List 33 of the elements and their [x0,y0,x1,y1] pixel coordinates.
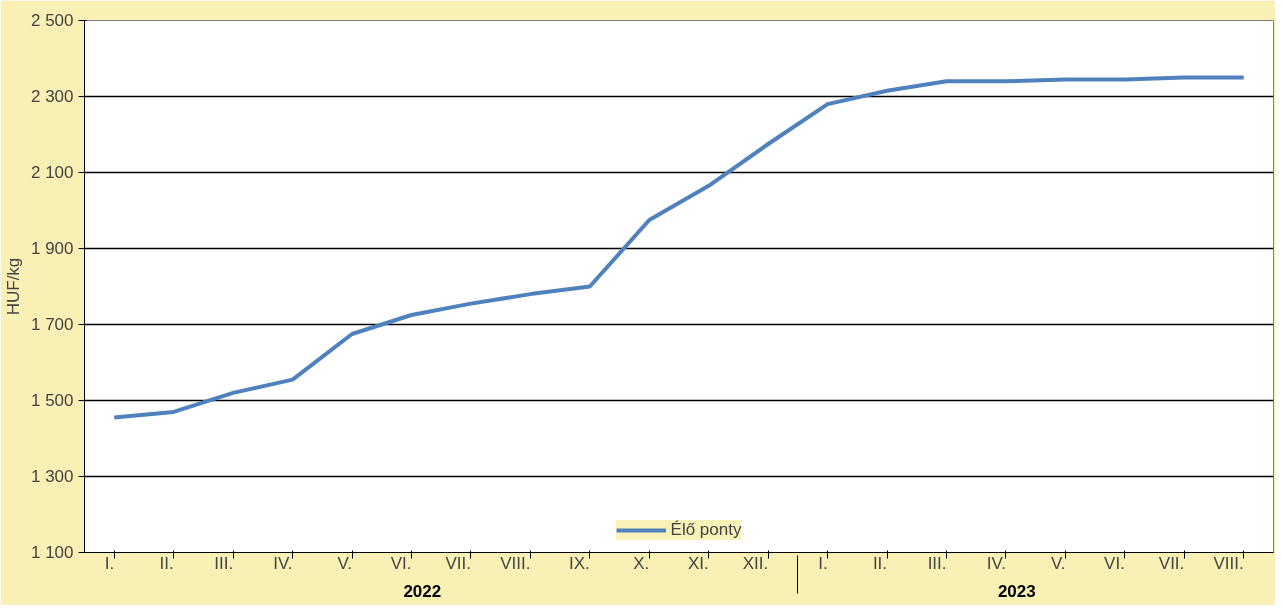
x-tick-label: IV. [273,554,293,573]
x-tick-label: X. [633,554,650,573]
x-tick-label: XI. [687,554,709,573]
x-tick-label: VII. [445,554,471,573]
y-tick-label: 1 300 [30,467,74,486]
x-tick-label: I. [818,554,828,573]
x-tick-label: IV. [986,554,1006,573]
x-tick-label: VI. [390,554,412,573]
x-tick-label: VII. [1158,554,1185,573]
line-series [112,75,1246,420]
y-axis-title: HUF/kg [3,257,23,316]
x-tick-label: II. [872,554,888,573]
x-tick-label: VIII. [1213,554,1244,573]
x-tick-label: V. [1050,554,1066,573]
y-tick-label: 1 900 [30,239,74,258]
x-tick-label: VIII. [500,554,531,573]
x-tick-label: II. [159,554,174,573]
y-tick-label: 2 500 [30,11,74,30]
x-tick-label: VI. [1104,554,1125,573]
x-tick-label: I. [104,554,115,573]
text: 2022 [403,581,442,601]
x-tick-label: V. [337,554,353,573]
x-tick-label: IX. [569,554,590,573]
x-tick-label: III. [927,554,947,573]
y-tick-label: 1 700 [30,315,74,334]
text: 2023 [997,581,1036,601]
legend-label: Élő ponty [670,520,742,540]
x-tick-label: XII. [742,554,769,573]
y-tick-label: 1 100 [30,543,74,562]
x-tick-label: III. [214,554,234,573]
y-tick-label: 2 300 [30,87,74,106]
y-tick-label: 2 100 [30,163,74,182]
y-tick-label: 1 500 [30,391,74,410]
